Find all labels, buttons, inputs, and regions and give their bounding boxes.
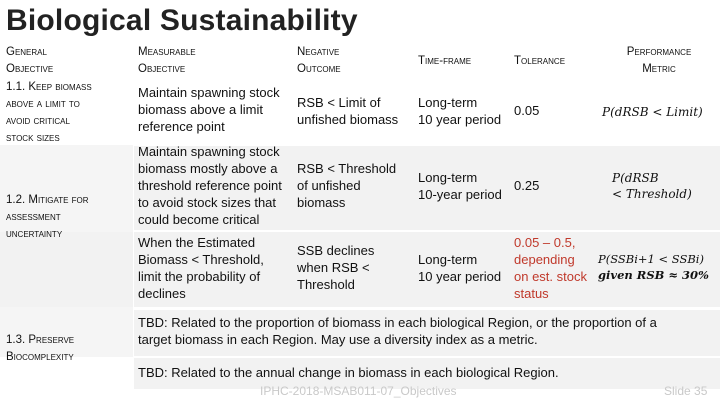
slide-number: Slide 35 bbox=[664, 384, 708, 398]
header-measurable-objective: Measurable Objective bbox=[138, 44, 196, 78]
cell-line: of unfished bbox=[297, 178, 361, 193]
header-time-frame: Time-frame bbox=[418, 55, 472, 67]
row-band-4 bbox=[134, 309, 720, 356]
row1-timeframe: Long-term 10 year period bbox=[418, 94, 501, 128]
row3-negative: SSB declines when RSB < Threshold bbox=[297, 242, 374, 293]
goal-1-2: 1.2. Mitigate for assessment uncertainty bbox=[6, 192, 132, 243]
cell-line: to avoid stock sizes that bbox=[138, 195, 277, 210]
row3-tolerance: 0.05 – 0.5, depending on est. stock stat… bbox=[514, 234, 587, 302]
header-performance-metric: Performance Metric bbox=[604, 44, 714, 78]
footer-text: IPHC-2018-MSAB011-07_Objectives bbox=[260, 384, 457, 398]
cell-line: biomass above a limit bbox=[138, 102, 263, 117]
cell-line: 10 year period bbox=[418, 112, 502, 127]
header-line: Outcome bbox=[297, 63, 341, 75]
cell-line: Long-term bbox=[418, 170, 478, 185]
row3-timeframe: Long-term 10 year period bbox=[418, 251, 501, 285]
metric-line: P(dRSB bbox=[612, 171, 659, 185]
goal-line: assessment bbox=[6, 211, 61, 223]
header-line: Performance bbox=[626, 46, 692, 58]
goal-line: stock sizes bbox=[6, 132, 60, 144]
row2-metric: P(dRSB < Threshold) bbox=[612, 170, 692, 202]
header-general-objective: General Objective bbox=[6, 44, 53, 78]
header-line: Objective bbox=[138, 63, 186, 75]
cell-line: Biomass < Threshold, bbox=[138, 252, 264, 267]
goal-line: 1.1. Keep biomass bbox=[6, 81, 92, 93]
header-line: General bbox=[6, 46, 47, 58]
row4-tbd: TBD: Related to the proportion of biomas… bbox=[138, 314, 708, 348]
cell-line: biomass bbox=[297, 195, 346, 210]
goal-line: Biocomplexity bbox=[6, 351, 74, 363]
row1-negative: RSB < Limit of unfished biomass bbox=[297, 94, 398, 128]
goal-line: 1.2. Mitigate for bbox=[6, 194, 89, 206]
goal-line: avoid critical bbox=[6, 115, 70, 127]
row1-tolerance: 0.05 bbox=[514, 103, 540, 118]
left-strip-row3 bbox=[0, 232, 133, 307]
tbd-line: TBD: Related to the proportion of biomas… bbox=[138, 315, 657, 330]
cell-line: RSB < Limit of bbox=[297, 95, 381, 110]
row1-measurable: Maintain spawning stock biomass above a … bbox=[138, 84, 280, 135]
cell-line: could become critical bbox=[138, 212, 260, 227]
goal-1-1: 1.1. Keep biomass above a limit to avoid… bbox=[6, 79, 132, 147]
row5-tbd: TBD: Related to the annual change in bio… bbox=[138, 365, 559, 380]
cell-line: When the Estimated bbox=[138, 235, 256, 250]
cell-line: threshold reference point bbox=[138, 178, 282, 193]
row2-measurable: Maintain spawning stock biomass mostly a… bbox=[138, 143, 282, 228]
cell-line: SSB declines bbox=[297, 243, 375, 258]
header-line: Negative bbox=[297, 46, 340, 58]
row-band-2 bbox=[134, 145, 720, 231]
cell-line: Maintain spawning stock bbox=[138, 144, 280, 159]
goal-line: 1.3. Preserve bbox=[6, 334, 75, 346]
row-band-5 bbox=[134, 357, 720, 389]
cell-line: 0.05 – 0.5, bbox=[514, 235, 576, 250]
cell-line: when RSB < bbox=[297, 260, 370, 275]
cell-line: on est. stock bbox=[514, 269, 587, 284]
header-line: Metric bbox=[642, 63, 676, 75]
goal-1-3: 1.3. Preserve Biocomplexity bbox=[6, 332, 132, 366]
goal-line: above a limit to bbox=[6, 98, 80, 110]
cell-line: reference point bbox=[138, 119, 225, 134]
cell-line: 10-year period bbox=[418, 187, 502, 202]
row-band-3 bbox=[134, 232, 720, 307]
metric-line: < Threshold) bbox=[612, 187, 692, 201]
row2-tolerance: 0.25 bbox=[514, 178, 540, 193]
metric-line: given RSB ≈ 30% bbox=[598, 268, 709, 282]
cell-line: depending bbox=[514, 252, 575, 267]
header-negative-outcome: Negative Outcome bbox=[297, 44, 341, 78]
cell-line: status bbox=[514, 286, 549, 301]
page-title: Biological Sustainability bbox=[6, 4, 358, 37]
cell-line: 10 year period bbox=[418, 269, 502, 284]
metric-line: P(SSBi+1 < SSBi) bbox=[598, 252, 704, 266]
header-line: Measurable bbox=[138, 46, 196, 58]
cell-line: RSB < Threshold bbox=[297, 161, 397, 176]
row2-negative: RSB < Threshold of unfished biomass bbox=[297, 160, 396, 211]
cell-line: Maintain spawning stock bbox=[138, 85, 280, 100]
header-tolerance: Tolerance bbox=[514, 55, 566, 67]
row2-timeframe: Long-term 10-year period bbox=[418, 169, 502, 203]
cell-line: Long-term bbox=[418, 95, 478, 110]
row3-measurable: When the Estimated Biomass < Threshold, … bbox=[138, 234, 264, 302]
header-line: Objective bbox=[6, 63, 54, 75]
cell-line: Long-term bbox=[418, 252, 478, 267]
goal-line: uncertainty bbox=[6, 228, 63, 240]
cell-line: unfished biomass bbox=[297, 112, 399, 127]
cell-line: Threshold bbox=[297, 277, 355, 292]
cell-line: limit the probability of bbox=[138, 269, 261, 284]
cell-line: biomass mostly above a bbox=[138, 161, 278, 176]
row3-metric: P(SSBi+1 < SSBi) given RSB ≈ 30% bbox=[598, 251, 709, 283]
tbd-line: target biomass in each Region. May use a… bbox=[138, 332, 538, 347]
row1-metric: P(dRSB < Limit) bbox=[602, 105, 703, 119]
row-band-1 bbox=[134, 82, 720, 145]
cell-line: declines bbox=[138, 286, 186, 301]
